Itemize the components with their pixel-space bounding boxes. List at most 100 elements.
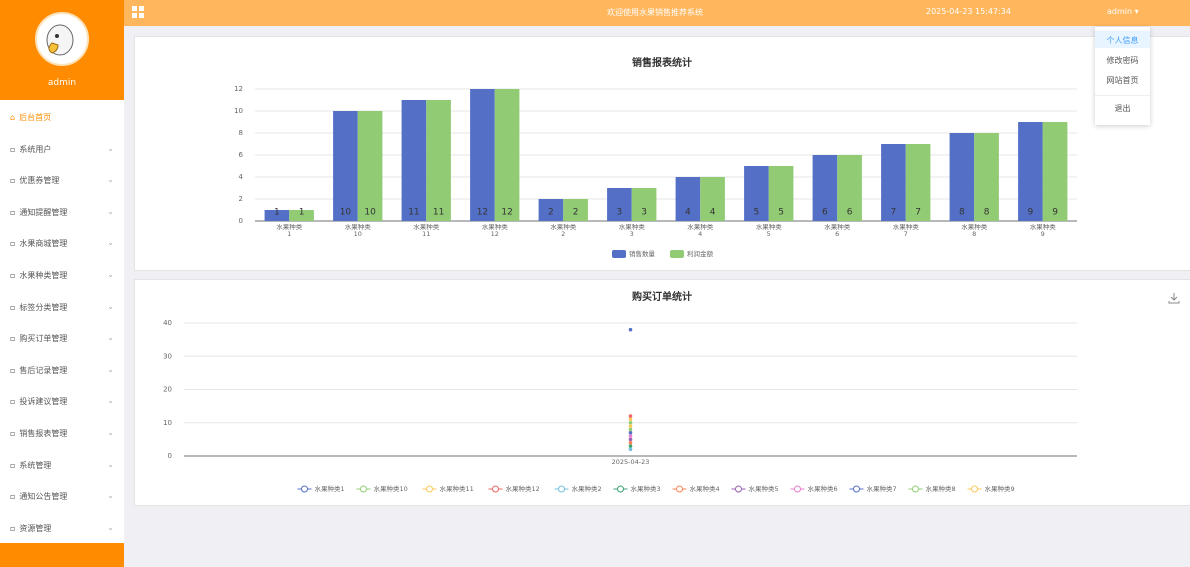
legend-swatch	[617, 485, 624, 493]
point	[628, 327, 633, 332]
dropdown-item[interactable]: 退出	[1114, 104, 1131, 113]
legend-label: 利润金额	[687, 249, 714, 258]
menu-item[interactable]: ▫ 通知提醒管理 ⌄	[10, 207, 114, 218]
dropdown-item[interactable]: 个人信息	[1106, 36, 1139, 45]
data-label: 3	[641, 208, 647, 218]
point	[628, 444, 633, 448]
x-tick: 水果种类12	[481, 224, 508, 238]
bar	[744, 166, 769, 221]
profile: admin	[0, 0, 124, 100]
data-label: 2	[573, 208, 579, 218]
menu-item[interactable]: ▫ 售后记录管理 ⌄	[10, 365, 114, 376]
download-icon[interactable]	[1168, 292, 1180, 304]
data-label: 3	[617, 208, 623, 218]
menu-item[interactable]: ▫ 水果种类管理 ⌄	[10, 270, 114, 281]
menu-item[interactable]: ▫ 销售报表管理 ⌄	[10, 428, 114, 439]
chart: 购买订单统计 0 10 20 30 40 2025-04-23 水果种类1 水果种类10 水果种类…	[163, 290, 1077, 493]
y-tick-label: 4	[239, 173, 244, 181]
menu-arrow: ⌄	[107, 428, 114, 437]
data-label: 8	[959, 208, 965, 218]
menu-item[interactable]: ▫ 系统用户 ⌄	[10, 144, 114, 155]
data-label: 5	[778, 208, 784, 218]
legend-label: 水果种类8	[926, 484, 956, 493]
menu-item[interactable]: ▫ 系统管理 ⌄	[10, 460, 114, 471]
legend-label: 水果种类5	[749, 484, 779, 493]
menu-arrow: ⌄	[107, 206, 114, 216]
legend-swatch	[492, 485, 499, 493]
point	[628, 440, 633, 445]
menu-toggle[interactable]	[132, 6, 144, 18]
divider	[1095, 95, 1150, 96]
menu-icon: ▫	[10, 144, 16, 154]
datetime: 2025-04-23 15:47:34	[926, 7, 1011, 16]
menu-item[interactable]: ▫ 水果商城管理 ⌄	[10, 238, 114, 249]
point	[628, 424, 633, 428]
menu-label: 通知提醒管理	[19, 207, 68, 217]
menu-arrow: ⌄	[107, 396, 114, 406]
y-tick-label: 12	[234, 85, 243, 93]
menu-label: 销售报表管理	[19, 429, 68, 438]
menu-item[interactable]: ⌂ 后台首页	[10, 112, 114, 123]
legend-swatch	[360, 485, 367, 493]
legend-swatch	[853, 485, 860, 493]
data-label: 11	[408, 208, 419, 218]
bar	[974, 133, 999, 221]
legend-label: 销售数量	[629, 249, 656, 258]
menu-item[interactable]: ▫ 优惠券管理 ⌄	[10, 175, 114, 186]
legend-label: 水果种类7	[867, 484, 897, 493]
user: admin	[1107, 7, 1133, 16]
data-label: 1	[299, 208, 305, 218]
legend-swatch	[426, 485, 433, 493]
sidebar-footer	[0, 543, 124, 567]
point	[628, 430, 633, 435]
menu-item[interactable]: ▫ 投诉建议管理 ⌄	[10, 396, 114, 407]
bar	[538, 199, 564, 221]
y-tick-label: 20	[163, 386, 172, 394]
x-tick-label: 水果种类12	[481, 224, 508, 238]
x-tick-label: 水果种类11	[413, 224, 440, 238]
point	[628, 420, 633, 425]
menu-label: 标签分类管理	[19, 302, 68, 312]
legend-label: 水果种类9	[985, 484, 1015, 493]
chart-title: 销售报表统计	[632, 56, 692, 69]
bar	[1042, 122, 1068, 221]
x-tick: 水果种类4	[687, 224, 714, 238]
user-menu[interactable]: admin ▾	[1107, 7, 1139, 16]
username: admin	[47, 78, 77, 88]
legend-swatch	[558, 485, 565, 493]
x-tick: 2025-04-23	[612, 459, 650, 466]
x-tick-label: 水果种类4	[687, 224, 714, 238]
legend-label: 水果种类6	[808, 484, 838, 493]
menu-item[interactable]: ▫ 标签分类管理 ⌄	[10, 302, 114, 313]
menu-icon: ▫	[10, 207, 16, 217]
y-tick-label: 8	[239, 129, 243, 137]
menu-icon: ▫	[10, 302, 16, 312]
menu-item[interactable]: ▫ 通知公告管理 ⌄	[10, 491, 114, 502]
menu-item[interactable]: ▫ 购买订单管理 ⌄	[10, 333, 114, 344]
dropdown-item[interactable]: 网站首页	[1106, 76, 1139, 85]
data-label: 6	[847, 208, 853, 218]
legend-swatch	[794, 485, 801, 493]
x-tick-label: 水果种类6	[824, 224, 851, 238]
bar	[470, 89, 495, 221]
x-tick-label: 水果种类10	[344, 224, 371, 238]
menu-label: 投诉建议管理	[19, 397, 68, 407]
x-tick: 水果种类2	[550, 224, 576, 238]
data-label: 8	[984, 208, 990, 218]
x-tick-label: 水果种类5	[755, 224, 782, 238]
bar	[357, 111, 383, 221]
x-tick-label: 水果种类3	[618, 224, 645, 238]
menu-item[interactable]: ▫ 资源管理 ⌄	[10, 523, 114, 534]
legend-swatch	[735, 485, 742, 493]
menu-arrow: ⌄	[107, 238, 114, 248]
legend-label: 水果种类3	[631, 484, 661, 493]
menu-label: 系统管理	[19, 460, 52, 470]
data-label: 10	[340, 208, 352, 218]
legend-swatch	[670, 250, 684, 258]
point	[628, 414, 633, 418]
x-tick: 水果种类9	[1030, 224, 1056, 238]
dropdown-item[interactable]: 修改密码	[1106, 56, 1139, 65]
data-label: 6	[822, 208, 828, 218]
